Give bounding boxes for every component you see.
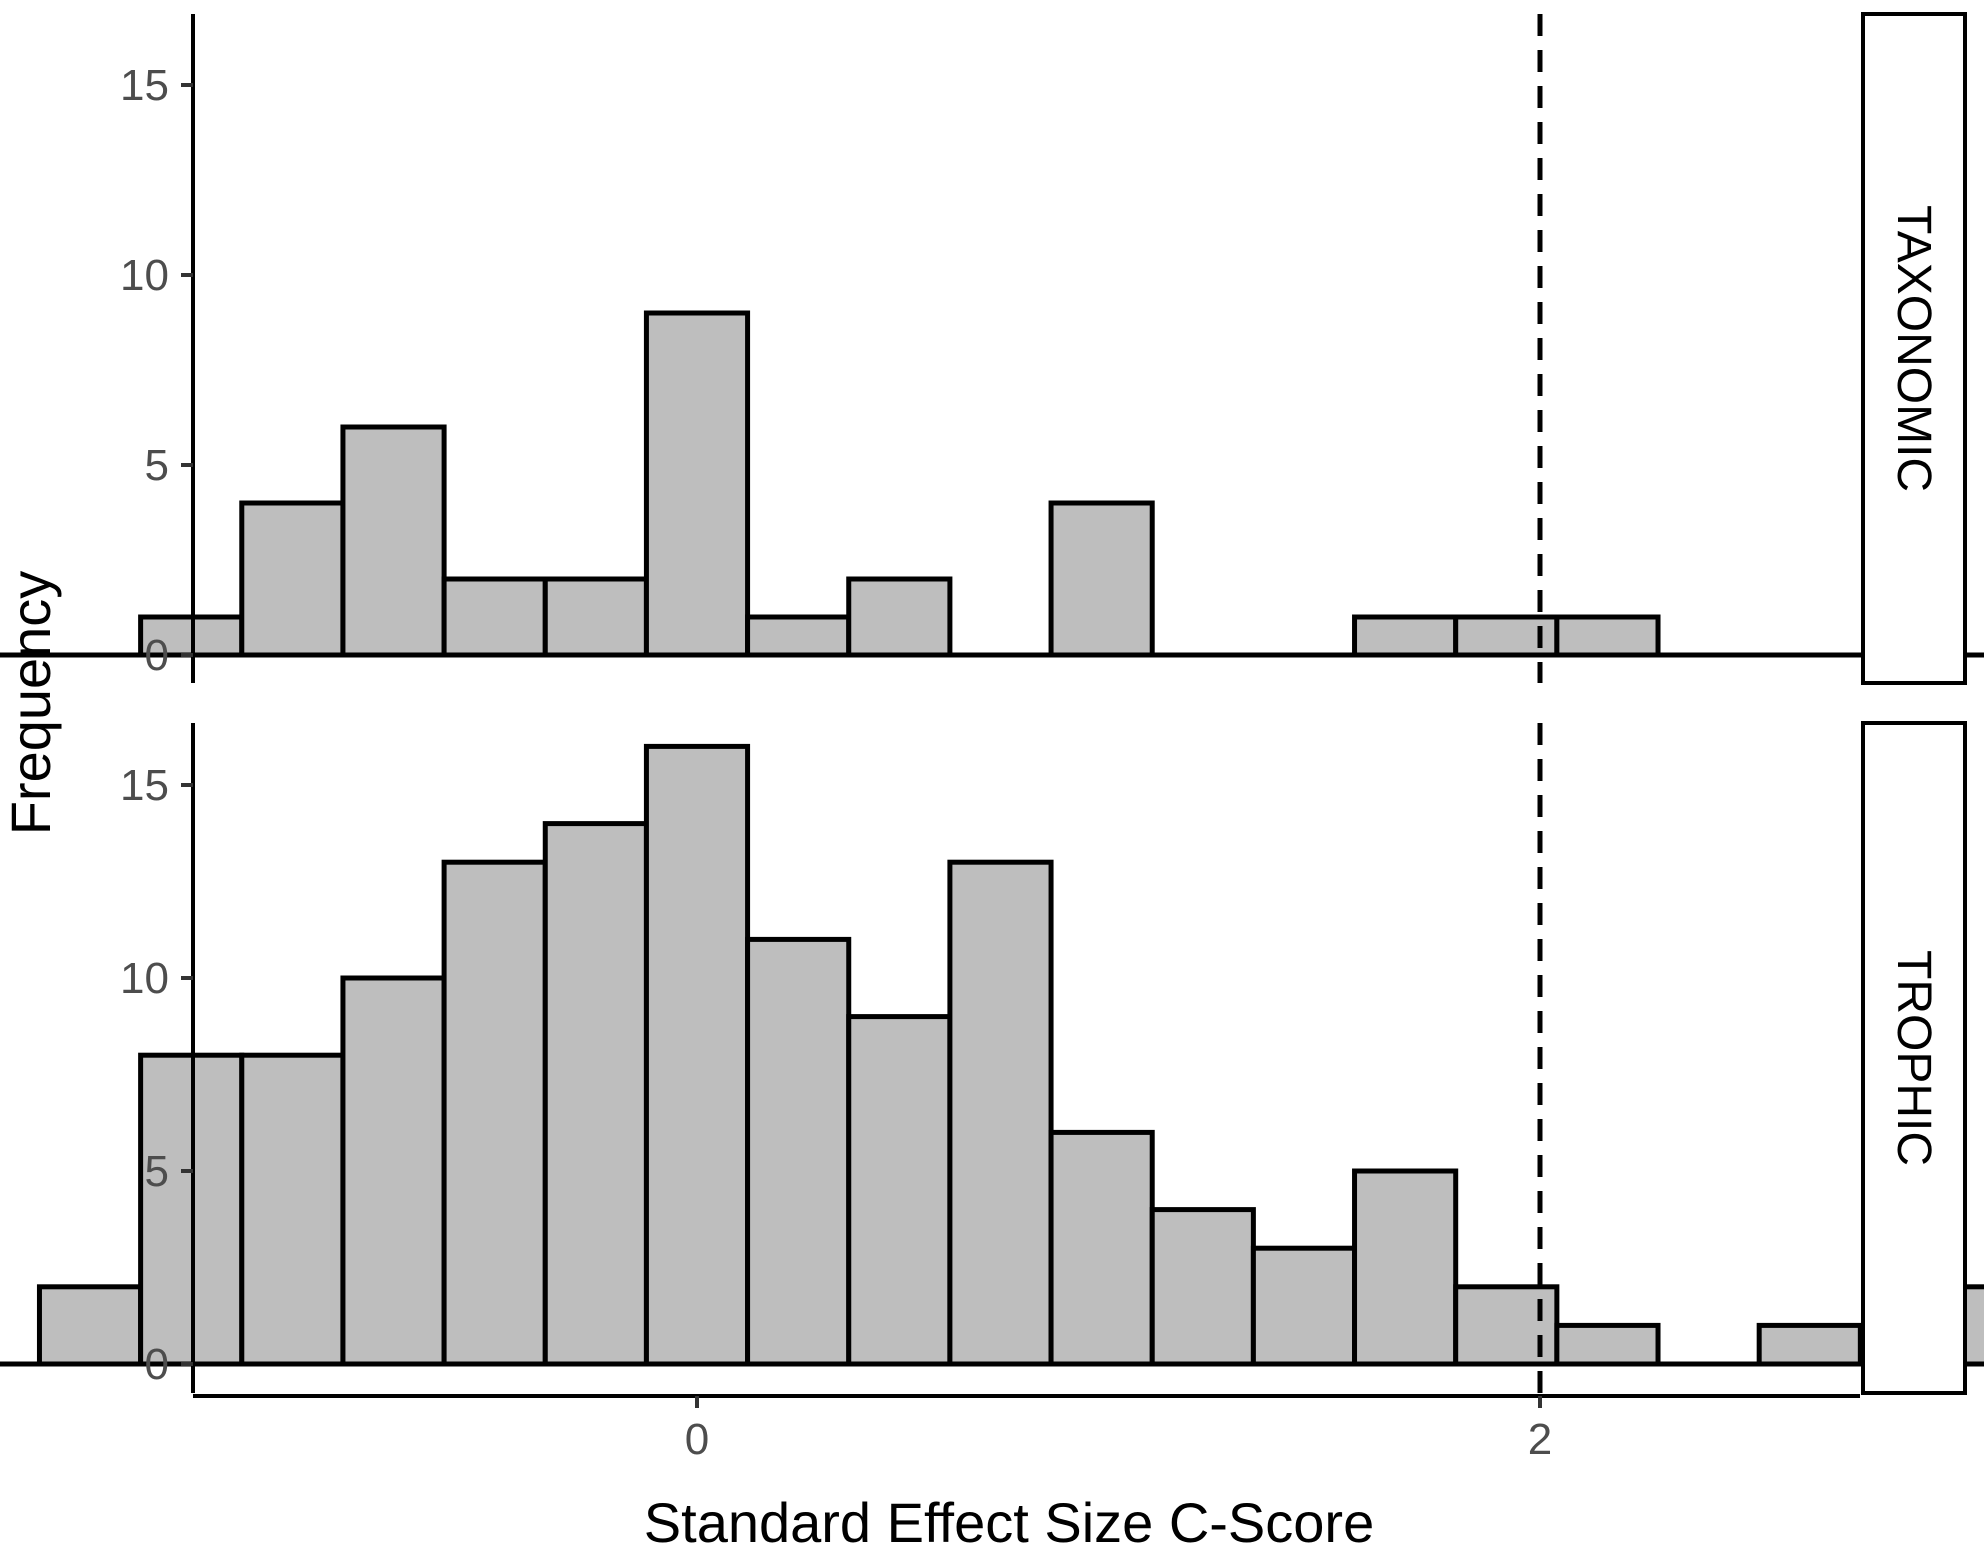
y-tick-label: 10 (120, 251, 169, 300)
y-tick-label: 15 (120, 761, 169, 810)
y-axis-title: Frequency (0, 571, 62, 836)
histogram-bar (441, 576, 548, 658)
histogram-bar (1250, 1245, 1358, 1367)
x-tick-label: 2 (1528, 1415, 1552, 1464)
histogram-bar (542, 821, 649, 1367)
x-axis-title: Standard Effect Size C-Score (644, 1491, 1374, 1554)
panel-trophic: 0 5 10 15 TROPHIC (0, 721, 1984, 1395)
histogram-bar (846, 1014, 953, 1367)
histogram-bar (1554, 614, 1661, 658)
histogram-bar (340, 975, 447, 1367)
histogram-bar (239, 1052, 346, 1367)
y-tick-label: 15 (120, 61, 169, 110)
histogram-bar (1352, 1168, 1459, 1367)
facet-strip (1861, 721, 1967, 1395)
facet-strip-label: TROPHIC (1887, 950, 1940, 1166)
histogram-bar (947, 859, 1054, 1367)
histogram-bar (643, 743, 751, 1367)
histogram-bar (36, 1284, 144, 1367)
histogram-bar (643, 310, 751, 658)
axes-layer: −2024 (193, 1394, 1860, 1464)
y-tick-label: 5 (145, 441, 169, 490)
y-tick-label: 0 (145, 1340, 169, 1389)
panels-layer: 0 5 10 15 TAXONOMIC 0 5 10 15 TROPHIC (0, 12, 1984, 1395)
histogram-bar (239, 500, 346, 658)
histogram-bar (745, 614, 852, 658)
histogram-bar (1352, 614, 1459, 658)
y-tick-label: 5 (145, 1147, 169, 1196)
histogram-bar (542, 576, 649, 658)
x-tick-label: 0 (685, 1415, 709, 1464)
histogram-bar (1756, 1322, 1863, 1367)
y-tick-label: 0 (145, 631, 169, 680)
histogram-bar (1149, 1207, 1256, 1367)
histogram-bar (1048, 500, 1155, 658)
histogram-bar (846, 576, 953, 658)
facet-strip (1861, 12, 1967, 685)
histogram-bar (441, 859, 548, 1367)
histogram-bar (1048, 1129, 1155, 1367)
histogram-bar (745, 936, 852, 1367)
panel-taxonomic: 0 5 10 15 TAXONOMIC (0, 12, 1984, 685)
y-tick-label: 10 (120, 954, 169, 1003)
histogram-bar (1554, 1322, 1661, 1367)
facet-strip-label: TAXONOMIC (1887, 205, 1940, 492)
histogram-bar (340, 424, 447, 658)
